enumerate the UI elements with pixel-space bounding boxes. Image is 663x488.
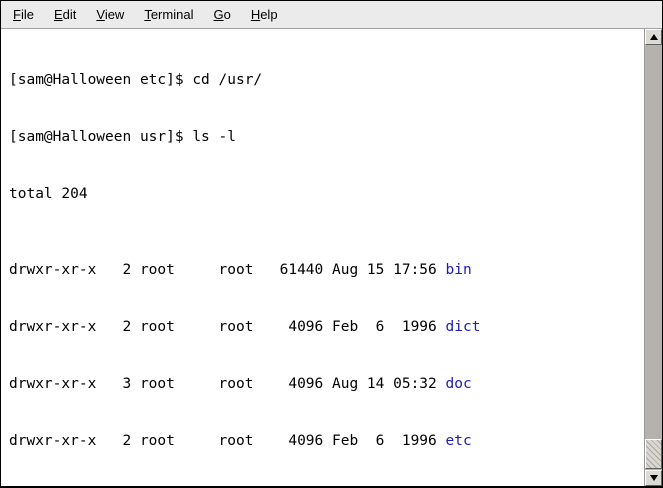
ls-row: drwxr-xr-x 2 root root 61440 Aug 15 17:5… <box>9 262 472 278</box>
dir-name: bin <box>445 262 472 278</box>
scroll-down-button[interactable] <box>645 470 662 486</box>
dir-name: etc <box>445 433 472 449</box>
terminal-content: [sam@Halloween etc]$ cd /usr/ [sam@Hallo… <box>1 29 662 486</box>
menu-item-terminal[interactable]: Terminal <box>144 6 194 22</box>
ls-row: drwxr-xr-x 2 root root 4096 Feb 6 1996 e… <box>9 433 472 449</box>
menu-item-view[interactable]: View <box>96 6 125 22</box>
command-line: [sam@Halloween etc]$ cd /usr/ <box>9 72 263 88</box>
menu-item-edit[interactable]: Edit <box>53 6 77 22</box>
menu-item-help[interactable]: Help <box>250 6 278 22</box>
ls-row: drwxr-xr-x 3 root root 4096 Aug 14 05:32… <box>9 376 472 392</box>
menu-bar: File Edit View Terminal Go Help <box>1 1 662 29</box>
terminal-screen[interactable]: [sam@Halloween etc]$ cd /usr/ [sam@Hallo… <box>1 29 644 486</box>
scroll-up-button[interactable] <box>645 29 662 45</box>
menu-item-go[interactable]: Go <box>213 6 231 22</box>
ls-row: drwxr-xr-x 2 root root 4096 Feb 6 1996 d… <box>9 319 481 335</box>
scrollbar-thumb[interactable] <box>645 439 662 469</box>
command-line: [sam@Halloween usr]$ ls -l <box>9 129 236 145</box>
up-arrow-icon <box>649 34 658 40</box>
scrollbar-trough[interactable] <box>644 29 662 486</box>
dir-name: doc <box>445 376 472 392</box>
output-line: total 204 <box>9 186 88 202</box>
menu-item-file[interactable]: File <box>13 6 34 22</box>
dir-name: dict <box>445 319 481 335</box>
down-arrow-icon <box>649 475 658 481</box>
